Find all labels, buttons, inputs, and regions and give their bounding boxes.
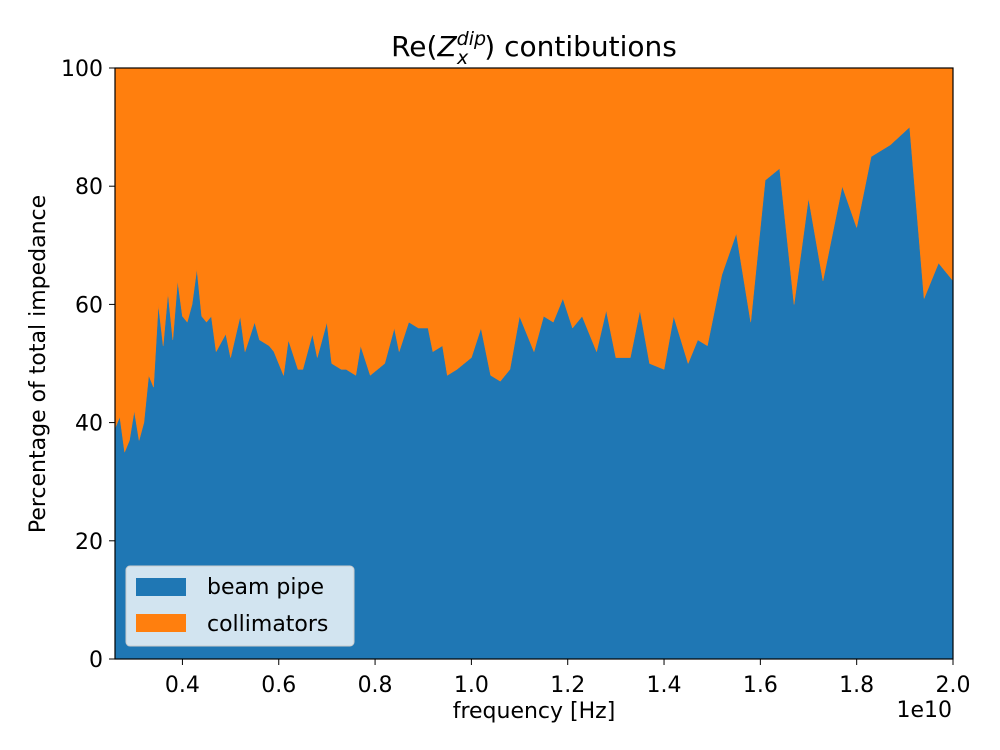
x-axis-offset-label: 1e10 (896, 698, 952, 723)
x-tick-label: 1.0 (454, 673, 489, 698)
y-tick-label: 40 (75, 412, 103, 437)
x-tick-label: 1.4 (647, 673, 682, 698)
chart-title: Re(Zdip x ) contibutions (391, 28, 677, 69)
legend: beam pipe collimators (125, 565, 355, 647)
legend-swatch-beam-pipe (136, 578, 186, 596)
y-tick-label: 20 (75, 530, 103, 555)
x-tick-label: 1.2 (550, 673, 585, 698)
y-tick-label: 0 (89, 648, 103, 673)
x-axis-label: frequency [Hz] (453, 699, 616, 724)
legend-swatch-collimators (136, 614, 186, 632)
y-axis-ticks: 0 20 40 60 80 100 (61, 57, 115, 673)
chart-title-subscript: x (456, 47, 469, 69)
x-tick-label: 1.8 (839, 673, 874, 698)
x-tick-label: 0.4 (165, 673, 200, 698)
legend-label-beam-pipe: beam pipe (207, 575, 324, 600)
chart-title-suffix: ) contibutions (484, 30, 677, 63)
chart-title-prefix: Re( (391, 30, 437, 63)
x-axis-ticks: 0.4 0.6 0.8 1.0 1.2 1.4 1.6 1.8 2.0 (165, 659, 971, 698)
y-tick-label: 100 (61, 57, 103, 82)
x-tick-label: 0.6 (261, 673, 296, 698)
x-tick-label: 2.0 (936, 673, 971, 698)
chart-title-superscript: dip (457, 28, 486, 50)
y-axis-label: Percentage of total impedance (26, 195, 51, 533)
legend-label-collimators: collimators (207, 612, 328, 637)
y-tick-label: 60 (75, 293, 103, 318)
chart-title-symbol: Z (436, 30, 457, 63)
x-tick-label: 0.8 (358, 673, 393, 698)
x-tick-label: 1.6 (743, 673, 778, 698)
y-tick-label: 80 (75, 175, 103, 200)
plot-frame (114, 67, 954, 660)
